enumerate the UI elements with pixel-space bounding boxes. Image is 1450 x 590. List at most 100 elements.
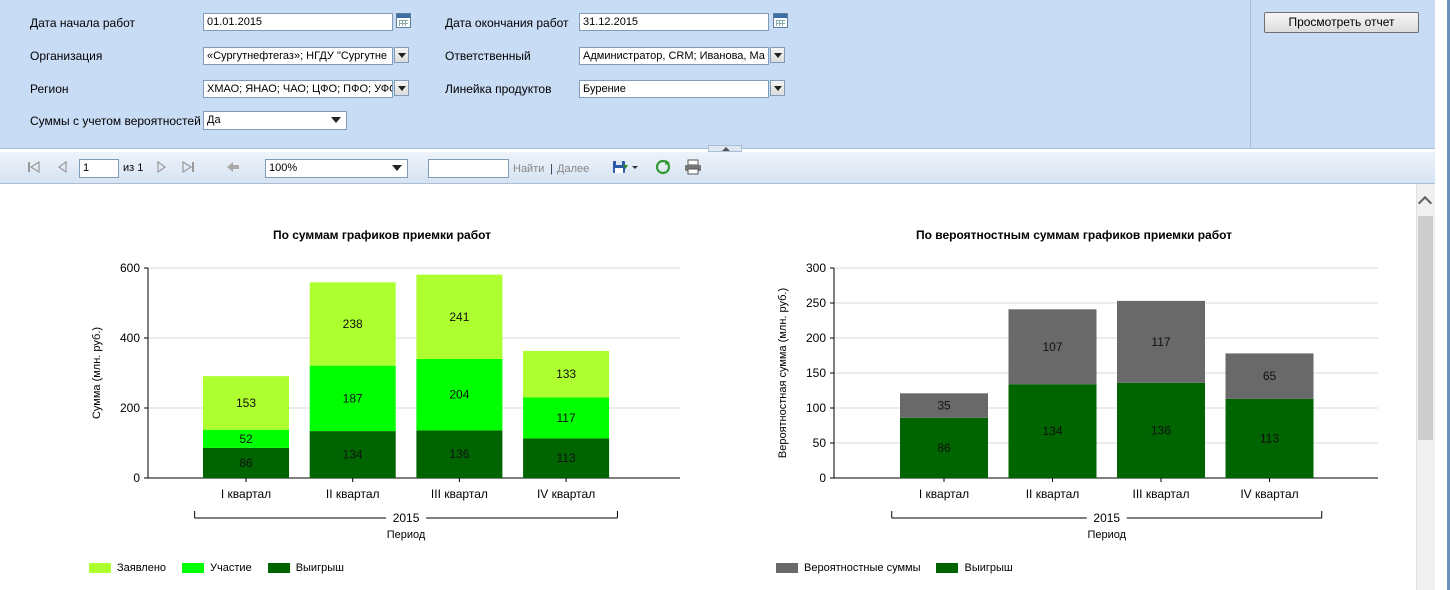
bar — [203, 447, 289, 478]
y-axis-label: Вероятностная сумма (млн. руб.) — [777, 288, 789, 458]
bar — [1225, 353, 1314, 399]
data-label: 86 — [239, 456, 253, 470]
bar — [900, 393, 988, 418]
window-edge — [1435, 0, 1450, 590]
page-number-input[interactable]: 1 — [79, 159, 119, 178]
data-label: 117 — [557, 411, 576, 425]
zoom-select[interactable]: 100% — [265, 159, 408, 178]
next-page-icon[interactable] — [155, 161, 167, 173]
y-tick-label: 50 — [813, 436, 827, 450]
legend-swatch — [267, 563, 290, 573]
bar — [1008, 309, 1097, 385]
y-tick-label: 400 — [120, 331, 140, 345]
export-icon[interactable] — [612, 159, 640, 175]
dropdown-arrow-icon[interactable] — [770, 80, 785, 96]
scroll-thumb[interactable] — [1418, 216, 1433, 440]
chart1-title: По суммам графиков приемки работ — [272, 228, 492, 242]
end-date-input[interactable]: 31.12.2015 — [579, 13, 769, 31]
vertical-scrollbar[interactable] — [1416, 184, 1435, 590]
data-label: 107 — [1042, 340, 1062, 354]
data-label: 134 — [343, 448, 363, 462]
x-tick-label: I квартал — [919, 487, 969, 501]
data-label: 238 — [343, 317, 363, 331]
bar — [1117, 300, 1205, 383]
legend-swatch — [776, 563, 798, 573]
calendar-icon[interactable] — [396, 13, 411, 28]
dropdown-arrow-icon[interactable] — [394, 80, 409, 96]
data-label: 65 — [1263, 369, 1277, 383]
next-link[interactable]: Далее — [557, 163, 590, 175]
zoom-value: 100% — [269, 162, 298, 174]
calendar-icon[interactable] — [773, 13, 788, 28]
x-tick-label: II квартал — [326, 487, 380, 501]
data-label: 134 — [1042, 424, 1062, 438]
bar — [1008, 384, 1097, 478]
report-toolbar: 1 из 1 100% Найти | Далее — [0, 152, 1450, 184]
page-count-label: из 1 — [123, 162, 144, 174]
legend-label: Выигрыш — [295, 562, 344, 574]
legend-label: Выигрыш — [964, 562, 1013, 574]
legend-label: Заявлено — [117, 562, 167, 574]
collapse-panel-handle[interactable] — [708, 145, 742, 152]
bar — [523, 438, 610, 478]
x-tick-label: III квартал — [1133, 487, 1190, 501]
view-report-button[interactable]: Просмотреть отчет — [1264, 12, 1419, 33]
resp-label: Ответственный — [445, 49, 531, 63]
region-select[interactable]: ХМАО; ЯНАО; ЧАО; ЦФО; ПФО; УФО — [203, 80, 393, 98]
bar — [416, 359, 503, 431]
data-label: 204 — [449, 388, 469, 402]
data-label: 136 — [449, 447, 469, 461]
x-tick-label: III квартал — [431, 487, 488, 501]
dropdown-arrow-icon[interactable] — [770, 47, 785, 63]
refresh-icon[interactable] — [655, 159, 671, 175]
bar — [900, 417, 988, 478]
find-separator: | — [550, 163, 553, 175]
start-date-label: Дата начала работ — [30, 16, 136, 30]
y-tick-label: 600 — [120, 261, 140, 275]
bar — [523, 397, 610, 439]
y-tick-label: 200 — [120, 401, 140, 415]
first-page-icon[interactable] — [27, 161, 41, 173]
find-input[interactable] — [428, 159, 509, 178]
org-select[interactable]: «Сургутнефтегаз»; НГДУ "Сургутне — [203, 47, 393, 65]
x-axis-label: Период — [1087, 529, 1126, 541]
bar — [416, 274, 503, 359]
chart2-title: По вероятностным суммам графиков приемки… — [915, 228, 1233, 242]
start-date-input[interactable]: 01.01.2015 — [203, 13, 393, 31]
find-link[interactable]: Найти — [513, 163, 545, 175]
product-select[interactable]: Бурение — [579, 80, 769, 98]
legend-label: Участие — [210, 562, 252, 574]
dropdown-arrow-icon[interactable] — [394, 47, 409, 63]
prev-page-icon[interactable] — [57, 161, 69, 173]
group-label: 2015 — [393, 511, 420, 525]
data-label: 117 — [1151, 335, 1170, 349]
bar — [1117, 382, 1205, 478]
bar — [309, 365, 396, 432]
data-label: 113 — [557, 451, 576, 465]
y-tick-label: 100 — [806, 401, 826, 415]
prob-select-value: Да — [207, 114, 221, 126]
y-tick-label: 150 — [806, 366, 826, 380]
last-page-icon[interactable] — [181, 161, 195, 173]
data-label: 52 — [239, 432, 253, 446]
x-axis-label: Период — [387, 529, 426, 541]
data-label: 136 — [1151, 423, 1171, 437]
scroll-up-icon[interactable] — [1417, 195, 1433, 211]
group-label-bg — [386, 510, 427, 524]
back-icon[interactable] — [226, 161, 240, 173]
chevron-down-icon — [392, 165, 402, 171]
report-canvas: По суммам графиков приемки работ 0 200 400… — [0, 184, 1416, 590]
legend-swatch — [936, 563, 959, 573]
prob-select[interactable]: Да — [203, 111, 347, 130]
bar — [309, 431, 396, 478]
end-date-label: Дата окончания работ — [445, 16, 569, 30]
resp-select[interactable]: Администратор, CRM; Иванова, Ма — [579, 47, 769, 65]
bar — [416, 430, 503, 478]
y-tick-label: 300 — [806, 261, 826, 275]
data-label: 113 — [1260, 431, 1279, 445]
chevron-down-icon — [331, 117, 341, 123]
legend-swatch — [89, 563, 111, 573]
print-icon[interactable] — [684, 159, 702, 175]
chart2: 0 50 100 150 200 250 300 86 35 I квартал 134 107 II … — [777, 261, 1378, 541]
parameter-panel: Дата начала работ 01.01.2015 Дата оконча… — [0, 0, 1450, 149]
